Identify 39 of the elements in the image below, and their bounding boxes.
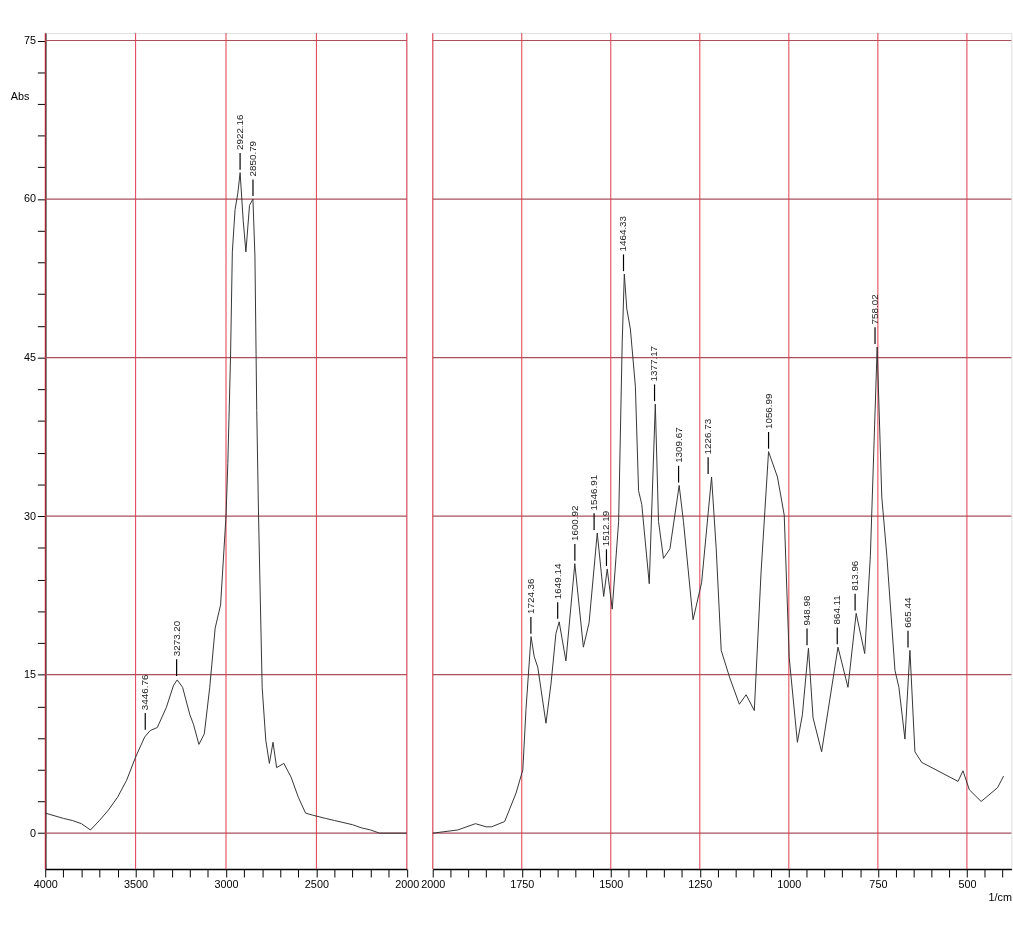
annotation: 1546.91 <box>588 474 600 511</box>
y-tick-label: 60 <box>23 192 36 205</box>
y-tick-label: 15 <box>23 668 36 681</box>
x-tick-label: 1000 <box>777 878 802 891</box>
annotation: 1512.19 <box>600 510 612 547</box>
x-tick-label: 2500 <box>304 878 329 891</box>
x-tick-label: 1750 <box>510 878 535 891</box>
annotation: 1649.14 <box>551 563 563 600</box>
x-tick-label: 2000 <box>421 878 446 891</box>
annotation: 1056.99 <box>762 393 774 430</box>
annotation: 1600.92 <box>568 505 580 542</box>
annotation: 3446.76 <box>139 674 151 711</box>
y-axis-title: Abs <box>10 90 31 103</box>
x-tick-label: 4000 <box>33 878 58 891</box>
annotation: 1309.67 <box>672 427 684 463</box>
x-tick-label: 500 <box>958 878 977 891</box>
annotation: 665.44 <box>901 597 913 628</box>
annotation: 1377.17 <box>648 345 660 382</box>
x-tick-label: 3500 <box>124 878 149 891</box>
annotation: 2850.79 <box>246 140 258 177</box>
x-tick-label: 1500 <box>599 878 624 891</box>
x-tick-label: 2000 <box>395 878 420 891</box>
y-tick-label: 75 <box>23 33 36 46</box>
y-tick-label: 0 <box>29 826 36 839</box>
x-tick-label: 750 <box>869 878 888 891</box>
annotation: 1226.73 <box>702 418 714 455</box>
annotation: 758.02 <box>868 294 880 325</box>
x-axis-title: 1/cm <box>988 891 1012 904</box>
y-tick-label: 45 <box>23 351 36 364</box>
x-tick-label: 3000 <box>214 878 239 891</box>
annotation: 813.96 <box>849 560 861 591</box>
annotation: 864.11 <box>831 595 843 625</box>
y-tick-label: 30 <box>23 509 36 522</box>
annotation: 1724.36 <box>524 577 536 614</box>
annotation: 1464.33 <box>617 215 629 252</box>
annotation: 3273.20 <box>170 620 182 657</box>
annotation: 2922.16 <box>234 113 246 151</box>
x-tick-label: 1250 <box>688 878 713 891</box>
annotation: 948.98 <box>800 595 812 626</box>
